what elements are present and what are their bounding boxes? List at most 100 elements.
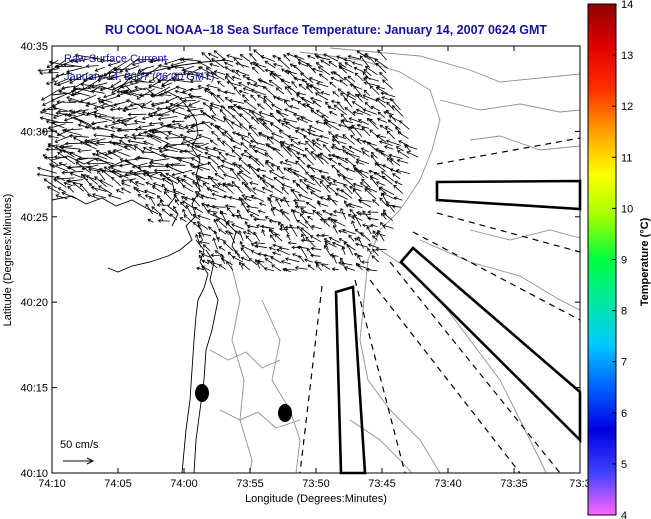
current-vector bbox=[110, 80, 122, 88]
current-vector bbox=[276, 249, 290, 256]
current-vector-head bbox=[112, 86, 116, 91]
current-vector bbox=[371, 255, 380, 263]
current-vector-head bbox=[300, 238, 305, 243]
current-vector bbox=[226, 73, 235, 82]
current-vector-head bbox=[118, 139, 123, 143]
current-vector bbox=[201, 203, 210, 215]
current-vector-head bbox=[86, 101, 91, 106]
current-vector bbox=[125, 90, 145, 97]
current-vector bbox=[162, 178, 172, 185]
current-vector bbox=[151, 101, 170, 107]
current-vector bbox=[272, 252, 282, 256]
current-vector-head bbox=[151, 103, 155, 108]
current-vector bbox=[211, 131, 219, 138]
current-vector bbox=[352, 101, 364, 109]
current-vector-head bbox=[353, 252, 358, 257]
current-vector bbox=[301, 97, 314, 105]
current-vector-head bbox=[108, 140, 113, 145]
current-vector-head bbox=[297, 61, 302, 66]
current-vector bbox=[347, 75, 356, 83]
current-vector bbox=[95, 158, 115, 165]
current-vector-head bbox=[39, 110, 44, 115]
current-vector-head bbox=[266, 136, 271, 141]
current-vector bbox=[242, 94, 249, 101]
current-vector bbox=[127, 140, 148, 145]
current-vector bbox=[75, 58, 91, 62]
current-vector-head bbox=[81, 110, 86, 115]
current-vector-head bbox=[238, 261, 243, 266]
current-vector-head bbox=[133, 119, 138, 124]
current-vector-head bbox=[86, 139, 91, 144]
current-vector-head bbox=[107, 150, 112, 154]
current-vector-head bbox=[228, 196, 233, 200]
current-vector bbox=[41, 89, 60, 101]
current-vector bbox=[183, 175, 196, 182]
current-vector bbox=[201, 253, 212, 258]
current-vector bbox=[197, 215, 211, 220]
current-vector bbox=[187, 107, 204, 112]
current-vector-head bbox=[356, 94, 361, 98]
current-vector-head bbox=[201, 202, 206, 207]
current-vector bbox=[324, 241, 337, 248]
current-vector-head bbox=[217, 156, 221, 160]
current-vector-head bbox=[379, 124, 384, 129]
current-vector-head bbox=[289, 105, 293, 109]
current-vector bbox=[328, 182, 338, 186]
current-vector-head bbox=[256, 174, 261, 179]
current-vector-head bbox=[143, 131, 148, 135]
current-vector-head bbox=[363, 68, 368, 73]
current-vector bbox=[195, 234, 202, 248]
x-tick-label: 74:10 bbox=[38, 478, 66, 490]
current-vector-head bbox=[347, 213, 352, 218]
current-vector bbox=[318, 66, 331, 76]
current-vector-head bbox=[182, 68, 187, 73]
current-vector-head bbox=[86, 193, 91, 198]
current-vector bbox=[215, 250, 225, 258]
current-vector-head bbox=[250, 250, 255, 254]
current-vector bbox=[372, 199, 380, 207]
current-vector bbox=[222, 59, 234, 63]
current-vector-head bbox=[251, 66, 256, 71]
current-vector bbox=[279, 161, 292, 166]
current-vector bbox=[101, 169, 113, 179]
current-vector-head bbox=[209, 102, 214, 106]
current-vector bbox=[343, 184, 353, 195]
current-vector bbox=[241, 245, 252, 251]
current-vector-head bbox=[45, 147, 49, 152]
current-vector-head bbox=[298, 83, 303, 88]
current-vector bbox=[339, 66, 354, 74]
current-vector-head bbox=[122, 108, 126, 113]
current-vectors bbox=[36, 49, 419, 273]
current-vector-head bbox=[179, 217, 183, 221]
current-vector bbox=[56, 72, 73, 77]
current-vector-head bbox=[231, 162, 236, 166]
current-vector-head bbox=[131, 62, 136, 67]
current-vector bbox=[329, 213, 337, 217]
depth-contour bbox=[469, 135, 581, 151]
annotation-line-2: January 14, 2007 (06:00 GMT) bbox=[64, 71, 214, 83]
current-vector-head bbox=[55, 73, 60, 78]
current-vector bbox=[241, 181, 252, 192]
current-vector bbox=[176, 177, 187, 181]
current-vector-head bbox=[305, 83, 310, 87]
current-vector-head bbox=[69, 151, 73, 156]
current-vector bbox=[196, 176, 210, 180]
current-vector-head bbox=[344, 62, 349, 66]
current-vector-head bbox=[185, 204, 190, 209]
current-vector-head bbox=[191, 172, 195, 176]
current-vector-head bbox=[151, 186, 156, 190]
current-vector bbox=[332, 91, 340, 98]
current-vector bbox=[328, 61, 338, 68]
current-vector-head bbox=[183, 115, 188, 120]
current-vector bbox=[295, 206, 307, 208]
current-vector bbox=[238, 164, 251, 175]
current-vector-head bbox=[296, 183, 300, 188]
current-vector-head bbox=[145, 181, 150, 186]
current-vector bbox=[202, 102, 211, 109]
current-vector bbox=[211, 193, 226, 199]
current-vector bbox=[340, 208, 347, 220]
current-vector bbox=[213, 50, 226, 60]
current-vector bbox=[262, 122, 273, 133]
coast-segment bbox=[51, 195, 159, 215]
current-vector-head bbox=[340, 113, 345, 118]
